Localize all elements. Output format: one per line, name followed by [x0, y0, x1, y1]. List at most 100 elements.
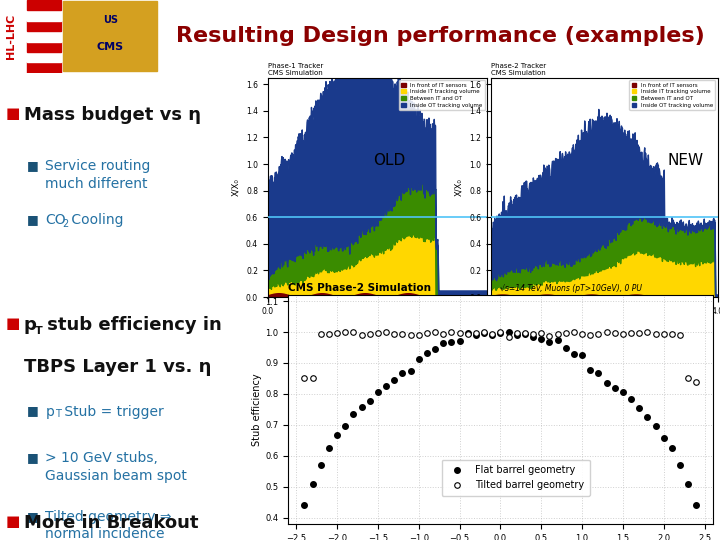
Text: > 10 GeV stubs,
Gaussian beam spot: > 10 GeV stubs, Gaussian beam spot	[45, 451, 187, 483]
Flat barrel geometry	[496, 330, 505, 336]
Tilted barrel geometry	[692, 379, 701, 385]
Tilted barrel geometry	[684, 375, 693, 382]
Tilted barrel geometry	[496, 328, 505, 335]
Tilted barrel geometry	[464, 331, 472, 338]
Tilted barrel geometry	[570, 328, 578, 335]
Tilted barrel geometry	[398, 330, 407, 337]
Tilted barrel geometry	[562, 330, 570, 336]
Tilted barrel geometry	[316, 331, 325, 338]
Flat barrel geometry	[390, 377, 399, 383]
Tilted barrel geometry	[341, 329, 349, 335]
Flat barrel geometry	[676, 462, 685, 468]
Flat barrel geometry	[398, 369, 407, 376]
Y-axis label: Stub efficiency: Stub efficiency	[252, 373, 262, 446]
Flat barrel geometry	[602, 380, 611, 386]
Text: ■: ■	[27, 510, 38, 523]
Flat barrel geometry	[521, 330, 529, 337]
Text: 2: 2	[63, 219, 69, 228]
Tilted barrel geometry	[333, 329, 341, 336]
Text: ■: ■	[5, 316, 19, 331]
Text: NEW: NEW	[668, 153, 704, 168]
Flat barrel geometry	[316, 462, 325, 468]
Tilted barrel geometry	[447, 329, 456, 335]
Flat barrel geometry	[684, 481, 693, 487]
Flat barrel geometry	[660, 434, 668, 441]
Tilted barrel geometry	[553, 330, 562, 337]
Flat barrel geometry	[357, 403, 366, 410]
Text: ■: ■	[5, 106, 19, 120]
Tilted barrel geometry	[365, 330, 374, 337]
Tilted barrel geometry	[374, 330, 382, 336]
Tilted barrel geometry	[652, 331, 660, 338]
Flat barrel geometry	[594, 369, 603, 376]
Y-axis label: X/X₀: X/X₀	[231, 178, 240, 196]
Flat barrel geometry	[447, 339, 456, 346]
Tilted barrel geometry	[349, 329, 358, 336]
Tilted barrel geometry	[472, 330, 480, 336]
Text: ■: ■	[27, 213, 38, 226]
Tilted barrel geometry	[586, 332, 595, 338]
Flat barrel geometry	[300, 502, 309, 508]
Flat barrel geometry	[643, 414, 652, 420]
Text: √s=14 TeV, Muons (pT>10GeV), 0 PU: √s=14 TeV, Muons (pT>10GeV), 0 PU	[500, 284, 642, 293]
Text: HL-LHC: HL-LHC	[6, 14, 16, 59]
FancyBboxPatch shape	[27, 52, 61, 63]
Tilted barrel geometry	[406, 332, 415, 338]
Flat barrel geometry	[325, 445, 333, 451]
Tilted barrel geometry	[300, 375, 309, 382]
Text: CMS: CMS	[96, 42, 124, 52]
Text: More in Breakout: More in Breakout	[24, 514, 199, 532]
Tilted barrel geometry	[390, 331, 399, 338]
Text: OLD: OLD	[373, 153, 405, 168]
Flat barrel geometry	[586, 367, 595, 373]
Tilted barrel geometry	[521, 330, 529, 337]
Tilted barrel geometry	[488, 330, 497, 337]
FancyBboxPatch shape	[27, 31, 61, 42]
Flat barrel geometry	[365, 398, 374, 404]
Legend: Flat barrel geometry, Tilted barrel geometry: Flat barrel geometry, Tilted barrel geom…	[441, 460, 590, 496]
Flat barrel geometry	[667, 445, 676, 451]
Flat barrel geometry	[341, 423, 349, 429]
Flat barrel geometry	[577, 352, 586, 358]
Flat barrel geometry	[472, 332, 480, 338]
Line: Tilted barrel geometry: Tilted barrel geometry	[302, 329, 699, 384]
Text: Service routing
much different: Service routing much different	[45, 159, 150, 191]
Flat barrel geometry	[513, 332, 521, 339]
Flat barrel geometry	[464, 330, 472, 336]
FancyBboxPatch shape	[27, 0, 61, 10]
Text: Mass budget vs η: Mass budget vs η	[24, 106, 201, 124]
Text: ■: ■	[27, 159, 38, 172]
Flat barrel geometry	[480, 329, 488, 336]
Tilted barrel geometry	[618, 331, 627, 338]
Flat barrel geometry	[528, 334, 537, 340]
Flat barrel geometry	[333, 432, 341, 438]
Line: Flat barrel geometry: Flat barrel geometry	[302, 329, 699, 508]
Text: stub efficiency in: stub efficiency in	[41, 316, 222, 334]
Legend: In front of IT sensors, Inside IT tracking volume, Between IT and OT, Inside OT : In front of IT sensors, Inside IT tracki…	[629, 80, 715, 110]
Tilted barrel geometry	[611, 330, 619, 336]
Text: Stub = trigger: Stub = trigger	[60, 404, 163, 418]
Y-axis label: X/X₀: X/X₀	[454, 178, 464, 196]
Flat barrel geometry	[553, 337, 562, 343]
Flat barrel geometry	[374, 388, 382, 395]
Text: ■: ■	[27, 404, 38, 417]
Flat barrel geometry	[692, 502, 701, 508]
Text: ■: ■	[5, 514, 19, 529]
Tilted barrel geometry	[504, 334, 513, 340]
Text: Cooling: Cooling	[66, 213, 123, 227]
Text: Tilted geometry ⇒
normal incidence
allows sensor hit
correlation: Tilted geometry ⇒ normal incidence allow…	[45, 510, 172, 540]
Flat barrel geometry	[455, 338, 464, 344]
Text: T: T	[55, 409, 60, 419]
Flat barrel geometry	[415, 356, 423, 363]
Flat barrel geometry	[611, 385, 619, 392]
Flat barrel geometry	[308, 481, 317, 487]
Flat barrel geometry	[652, 423, 660, 429]
Tilted barrel geometry	[667, 331, 676, 338]
Flat barrel geometry	[562, 345, 570, 351]
Tilted barrel geometry	[660, 330, 668, 337]
Tilted barrel geometry	[528, 330, 537, 337]
Text: CO: CO	[45, 213, 66, 227]
Flat barrel geometry	[382, 383, 390, 390]
X-axis label: |η|: |η|	[599, 321, 610, 330]
Tilted barrel geometry	[577, 331, 586, 338]
